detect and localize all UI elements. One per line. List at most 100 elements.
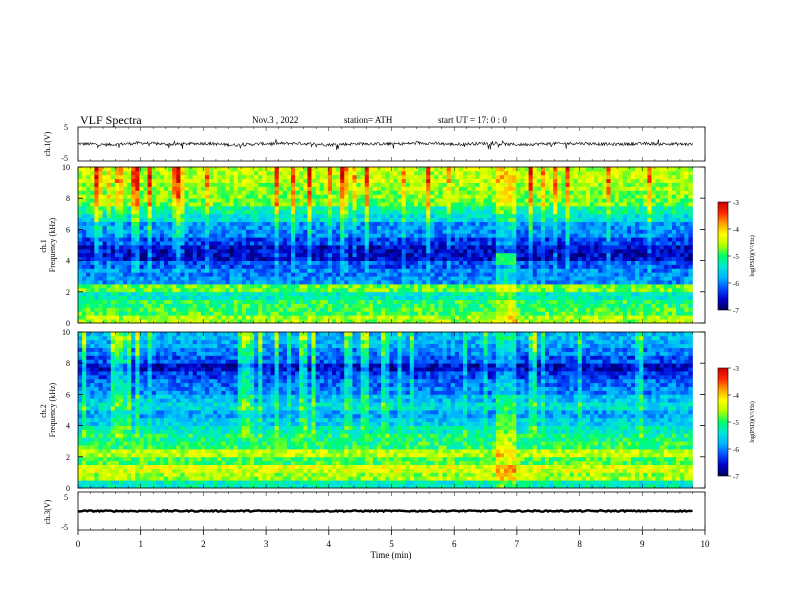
spectrogram-cell <box>282 252 288 258</box>
spectrogram-cell <box>164 252 169 258</box>
spectrogram-cell <box>82 198 87 203</box>
spectrogram-cell <box>385 276 390 281</box>
spectrogram-cell <box>331 217 337 222</box>
spectrogram-cell <box>422 303 427 308</box>
spectrogram-cell <box>204 252 210 258</box>
spectrogram-cell <box>176 178 181 183</box>
spectrogram-cell <box>213 256 218 261</box>
spectrogram-cell <box>520 190 525 195</box>
spectrogram-cell <box>364 276 370 281</box>
spectrogram-cell <box>426 237 431 242</box>
spectrogram-cell <box>110 167 116 172</box>
spectrogram-cell <box>495 178 501 183</box>
spectrogram-cell <box>426 225 431 230</box>
spectrogram-cell <box>200 174 206 180</box>
spectrogram-cell <box>299 182 304 187</box>
spectrogram-cell <box>504 307 509 312</box>
spectrogram-cell <box>450 186 456 191</box>
spectrogram-cell <box>487 303 493 308</box>
spectrogram-cell <box>385 315 390 320</box>
spectrogram-cell <box>172 248 177 254</box>
spectrogram-cell <box>495 206 501 211</box>
spectrogram-cell <box>528 221 534 226</box>
spectrogram-cell <box>225 186 230 191</box>
spectrogram-cell <box>291 178 296 183</box>
spectrogram-cell <box>475 186 480 191</box>
spectrogram-cell <box>372 295 378 300</box>
spectrogram-cell <box>118 252 124 258</box>
spectrogram-cell <box>82 213 87 219</box>
spectrogram-cell <box>442 225 448 230</box>
spectrogram-cell <box>258 287 263 293</box>
spectrogram-cell <box>200 182 206 187</box>
spectrogram-cell <box>569 276 575 281</box>
spectrogram-cell <box>418 198 423 203</box>
spectrogram-cell <box>532 264 538 269</box>
spectrogram-cell <box>577 206 583 211</box>
spectrogram-cell <box>372 276 378 281</box>
spectrogram-cell <box>516 287 521 293</box>
spectrogram-cell <box>282 170 288 176</box>
spectrogram-cell <box>377 299 382 304</box>
spectrogram-cell <box>430 229 435 234</box>
spectrogram-cell <box>307 206 312 211</box>
spectrogram-cell <box>368 202 374 207</box>
spectrogram-cell <box>418 280 423 285</box>
spectrogram-cell <box>389 303 394 308</box>
spectrogram-cell <box>135 198 140 203</box>
spectrogram-cell <box>434 229 439 234</box>
spectrogram-cell <box>483 202 489 207</box>
spectrogram-cell <box>123 178 128 183</box>
spectrogram-cell <box>319 256 325 261</box>
spectrogram-cell <box>225 182 230 187</box>
spectrogram-cell <box>233 209 239 215</box>
spectrogram-cell <box>241 209 247 215</box>
spectrogram-cell <box>565 311 570 316</box>
spectrogram-cell <box>78 190 83 195</box>
spectrogram-cell <box>483 268 489 273</box>
spectrogram-cell <box>180 284 185 289</box>
spectrogram-cell <box>82 209 87 215</box>
spectrogram-cell <box>430 268 435 273</box>
spectrogram-cell <box>151 315 157 320</box>
spectrogram-cell <box>258 303 263 308</box>
spectrogram-cell <box>147 241 153 246</box>
spectrogram-cell <box>106 225 112 230</box>
spectrogram-cell <box>438 272 443 277</box>
spectrogram-cell <box>418 245 423 250</box>
spectrogram-cell <box>352 252 357 258</box>
spectrogram-cell <box>98 264 103 269</box>
spectrogram-cell <box>569 307 575 312</box>
spectrogram-cell <box>176 186 181 191</box>
spectrogram-cell <box>102 170 108 176</box>
spectrogram-cell <box>508 291 513 297</box>
spectrogram-cell <box>438 178 443 183</box>
spectrogram-cell <box>340 209 345 215</box>
spectrogram-cell <box>565 272 570 277</box>
spectrogram-cell <box>405 311 411 316</box>
spectrogram-cell <box>176 307 181 312</box>
spectrogram-cell <box>168 174 173 180</box>
spectrogram-cell <box>344 229 349 234</box>
spectrogram-cell <box>434 198 439 203</box>
spectrogram-cell <box>463 178 468 183</box>
spectrogram-cell <box>348 221 353 226</box>
spectrogram-cell <box>336 237 341 242</box>
spectrogram-cell <box>274 311 280 316</box>
spectrogram-cell <box>311 256 316 261</box>
spectrogram-cell <box>409 202 415 207</box>
spectrogram-cell <box>544 233 550 238</box>
spectrogram-cell <box>106 245 112 250</box>
spectrogram-cell <box>434 241 439 246</box>
spectrogram-cell <box>475 264 480 269</box>
spectrogram-cell <box>164 229 169 234</box>
spectrogram-cell <box>569 202 575 207</box>
spectrogram-cell <box>311 272 316 277</box>
spectrogram-cell <box>274 229 280 234</box>
spectrogram-cell <box>327 295 333 300</box>
spectrogram-cell <box>102 225 108 230</box>
spectrogram-cell <box>372 186 378 191</box>
spectrogram-cell <box>266 311 271 316</box>
spectrogram-cell <box>504 237 509 242</box>
spectrogram-cell <box>295 174 300 180</box>
